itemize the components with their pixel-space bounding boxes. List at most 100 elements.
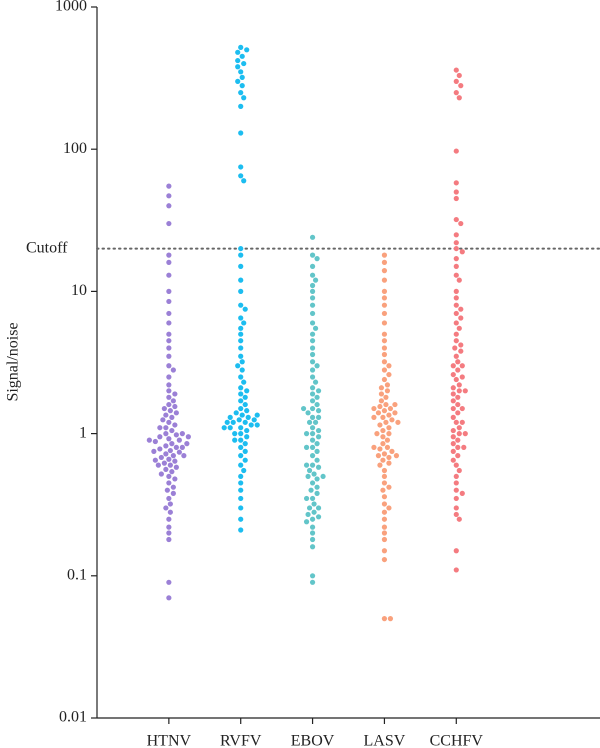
data-point bbox=[238, 353, 244, 359]
data-point bbox=[455, 401, 461, 408]
data-point bbox=[309, 367, 316, 373]
data-point bbox=[381, 295, 388, 301]
data-point bbox=[166, 419, 172, 425]
data-point bbox=[239, 83, 245, 89]
data-point bbox=[459, 490, 465, 496]
data-point bbox=[309, 414, 316, 420]
data-point bbox=[169, 427, 175, 434]
data-point bbox=[238, 453, 244, 459]
data-point bbox=[380, 457, 386, 463]
data-point bbox=[235, 57, 241, 64]
data-point bbox=[386, 425, 392, 431]
data-point bbox=[173, 444, 179, 450]
data-point bbox=[453, 90, 459, 96]
data-point bbox=[384, 444, 391, 450]
data-point bbox=[371, 405, 377, 412]
data-point bbox=[238, 331, 244, 337]
data-point bbox=[456, 431, 462, 437]
data-point bbox=[387, 616, 394, 622]
data-point bbox=[380, 441, 386, 447]
data-point bbox=[309, 516, 316, 522]
data-point bbox=[309, 544, 316, 550]
data-point bbox=[166, 345, 172, 351]
data-point bbox=[315, 464, 322, 470]
data-point bbox=[241, 379, 247, 385]
data-point bbox=[235, 64, 241, 70]
data-point bbox=[238, 345, 244, 351]
data-point bbox=[242, 394, 248, 400]
data-point bbox=[239, 53, 245, 59]
data-point bbox=[238, 374, 244, 380]
data-point bbox=[305, 473, 311, 480]
data-point bbox=[166, 382, 172, 388]
data-point bbox=[309, 579, 316, 585]
data-point bbox=[232, 437, 238, 443]
data-point bbox=[308, 487, 314, 493]
data-point bbox=[309, 295, 316, 301]
data-point bbox=[374, 431, 380, 437]
data-point bbox=[309, 282, 316, 289]
data-point bbox=[166, 436, 172, 442]
data-point bbox=[167, 462, 173, 468]
data-point bbox=[242, 306, 248, 312]
data-point bbox=[239, 412, 245, 418]
data-point bbox=[453, 473, 459, 480]
data-point bbox=[453, 353, 459, 359]
data-point bbox=[380, 434, 386, 440]
x-tick-label: LASV bbox=[364, 733, 406, 748]
data-point bbox=[458, 342, 464, 348]
data-point bbox=[238, 338, 244, 344]
data-point bbox=[311, 501, 317, 507]
data-point bbox=[456, 516, 462, 522]
data-point bbox=[305, 511, 311, 518]
data-point bbox=[238, 164, 244, 170]
data-point bbox=[233, 410, 239, 416]
data-point bbox=[315, 505, 322, 511]
data-point bbox=[238, 245, 244, 252]
data-point bbox=[450, 457, 456, 463]
data-point bbox=[381, 302, 388, 308]
data-point bbox=[381, 288, 388, 294]
data-point bbox=[381, 536, 388, 543]
data-point bbox=[378, 385, 385, 391]
data-point bbox=[381, 616, 388, 622]
data-point bbox=[450, 385, 456, 391]
data-point bbox=[166, 363, 172, 369]
data-point bbox=[309, 453, 316, 459]
data-point bbox=[453, 331, 459, 337]
data-point bbox=[158, 454, 164, 461]
data-point bbox=[453, 548, 459, 554]
data-point bbox=[309, 425, 316, 431]
data-point bbox=[456, 72, 462, 79]
data-point bbox=[456, 277, 462, 283]
data-point bbox=[238, 462, 244, 468]
data-point bbox=[238, 44, 244, 50]
data-point bbox=[238, 288, 244, 294]
y-tick-label: 100 bbox=[63, 140, 87, 157]
data-point bbox=[166, 193, 172, 199]
data-point bbox=[455, 410, 461, 416]
data-point bbox=[303, 444, 310, 450]
data-point bbox=[381, 556, 388, 563]
data-point bbox=[456, 325, 462, 331]
data-point bbox=[170, 453, 176, 459]
data-point bbox=[377, 403, 383, 410]
data-point bbox=[166, 288, 172, 294]
data-point bbox=[392, 401, 398, 408]
data-point bbox=[381, 310, 388, 317]
cutoff-label: Cutoff bbox=[26, 239, 68, 256]
data-point bbox=[312, 379, 319, 385]
data-point bbox=[166, 456, 172, 462]
data-point bbox=[456, 382, 462, 388]
data-point bbox=[314, 490, 320, 496]
data-point bbox=[232, 431, 238, 437]
data-point bbox=[235, 49, 241, 55]
data-point bbox=[241, 467, 247, 474]
data-point bbox=[450, 371, 456, 378]
data-point bbox=[455, 367, 461, 373]
data-point bbox=[152, 438, 158, 445]
data-point bbox=[166, 220, 172, 227]
data-point bbox=[453, 487, 459, 493]
data-point bbox=[244, 408, 250, 414]
data-point bbox=[166, 536, 172, 543]
